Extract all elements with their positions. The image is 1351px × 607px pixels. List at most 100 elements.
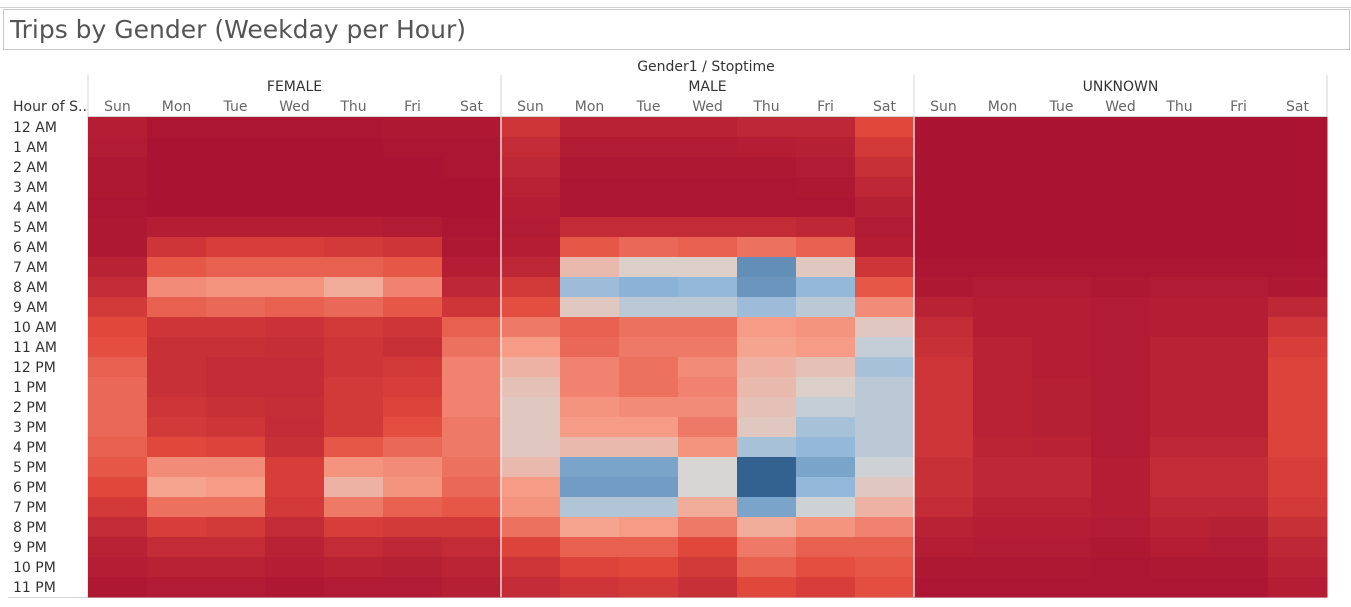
heatmap-cell	[1091, 377, 1151, 398]
heatmap-cell	[914, 177, 974, 198]
heatmap-cell	[914, 477, 974, 498]
heatmap-cell	[1150, 157, 1210, 178]
day-label-unknown-wed: Wed	[1105, 99, 1136, 115]
heatmap-cell	[501, 197, 561, 218]
heatmap-cell	[678, 317, 738, 338]
heatmap-cell	[796, 537, 856, 558]
heatmap-cell	[324, 497, 384, 518]
heatmap-cell	[1091, 557, 1151, 578]
top-rule	[0, 7, 1351, 8]
heatmap-cell	[914, 317, 974, 338]
heatmap-cell	[737, 397, 797, 418]
heatmap-cell	[1209, 557, 1269, 578]
heatmap-cell	[737, 497, 797, 518]
heatmap-cell	[88, 417, 148, 438]
heatmap-cell	[88, 437, 148, 458]
heatmap-cell	[678, 537, 738, 558]
hour-label: 1 AM	[13, 140, 48, 156]
heatmap-cell	[678, 397, 738, 418]
hour-label: 6 AM	[13, 240, 48, 256]
heatmap-cell	[619, 237, 679, 258]
hour-label: 10 AM	[13, 320, 57, 336]
heatmap-cell	[855, 577, 915, 598]
heatmap-cell	[1268, 157, 1328, 178]
heatmap-cell	[324, 317, 384, 338]
heatmap-cell	[560, 437, 620, 458]
heatmap-cell	[442, 257, 502, 278]
heatmap-cell	[383, 137, 443, 158]
heatmap-cell	[147, 457, 207, 478]
heatmap-cell	[442, 397, 502, 418]
heatmap-cell	[855, 297, 915, 318]
heatmap-cell	[265, 337, 325, 358]
heatmap-cell	[324, 357, 384, 378]
heatmap-cell	[737, 517, 797, 538]
heatmap-cell	[265, 197, 325, 218]
heatmap-cell	[206, 357, 266, 378]
heatmap-cell	[678, 457, 738, 478]
heatmap-cell	[1150, 257, 1210, 278]
heatmap-cell	[442, 317, 502, 338]
heatmap-cell	[1150, 217, 1210, 238]
heatmap-cell	[501, 577, 561, 598]
heatmap-cell	[1032, 117, 1092, 138]
heatmap-cell	[88, 197, 148, 218]
heatmap-cell	[914, 237, 974, 258]
heatmap-cell	[88, 137, 148, 158]
heatmap-cell	[501, 217, 561, 238]
day-label-unknown-thu: Thu	[1165, 99, 1192, 115]
heatmap-cell	[973, 257, 1033, 278]
heatmap-cell	[973, 477, 1033, 498]
heatmap-cell	[147, 237, 207, 258]
day-label-male-tue: Tue	[636, 99, 661, 115]
heatmap-cell	[324, 397, 384, 418]
heatmap-cell	[147, 557, 207, 578]
heatmap-cell	[501, 117, 561, 138]
heatmap-cell	[855, 537, 915, 558]
heatmap-cell	[265, 137, 325, 158]
heatmap-cell	[265, 557, 325, 578]
heatmap-cell	[560, 497, 620, 518]
heatmap-cell	[147, 337, 207, 358]
heatmap-cell	[501, 457, 561, 478]
heatmap-cell	[206, 537, 266, 558]
heatmap-cell	[147, 477, 207, 498]
heatmap-cell	[1091, 137, 1151, 158]
heatmap-cell	[324, 177, 384, 198]
heatmap-cell	[973, 337, 1033, 358]
heatmap-cell	[619, 377, 679, 398]
heatmap-cell	[619, 477, 679, 498]
heatmap-cell	[619, 217, 679, 238]
heatmap-cell	[324, 237, 384, 258]
heatmap-cell	[737, 577, 797, 598]
heatmap-cell	[88, 537, 148, 558]
heatmap-cell	[1268, 537, 1328, 558]
day-label-male-fri: Fri	[817, 99, 834, 115]
heatmap-cell	[973, 157, 1033, 178]
heatmap-cell	[1150, 517, 1210, 538]
heatmap-cell	[1032, 177, 1092, 198]
hour-label: 9 PM	[13, 540, 47, 556]
hour-label: 8 PM	[13, 520, 47, 536]
heatmap-cell	[324, 577, 384, 598]
heatmap-cell	[1091, 217, 1151, 238]
heatmap-cell	[560, 417, 620, 438]
heatmap-cell	[383, 537, 443, 558]
heatmap-cell	[619, 397, 679, 418]
heatmap-cell	[147, 197, 207, 218]
heatmap-cell	[973, 197, 1033, 218]
heatmap-cell	[973, 577, 1033, 598]
heatmap-cell	[501, 237, 561, 258]
heatmap-cell	[737, 557, 797, 578]
heatmap-cell	[147, 377, 207, 398]
heatmap-cell	[1268, 137, 1328, 158]
heatmap-cell	[1150, 557, 1210, 578]
heatmap-cell	[1268, 237, 1328, 258]
heatmap-cell	[560, 137, 620, 158]
heatmap-cell	[265, 277, 325, 298]
heatmap-cell	[1032, 397, 1092, 418]
hour-label: 9 AM	[13, 300, 48, 316]
heatmap-cell	[1268, 177, 1328, 198]
heatmap-cell	[442, 217, 502, 238]
